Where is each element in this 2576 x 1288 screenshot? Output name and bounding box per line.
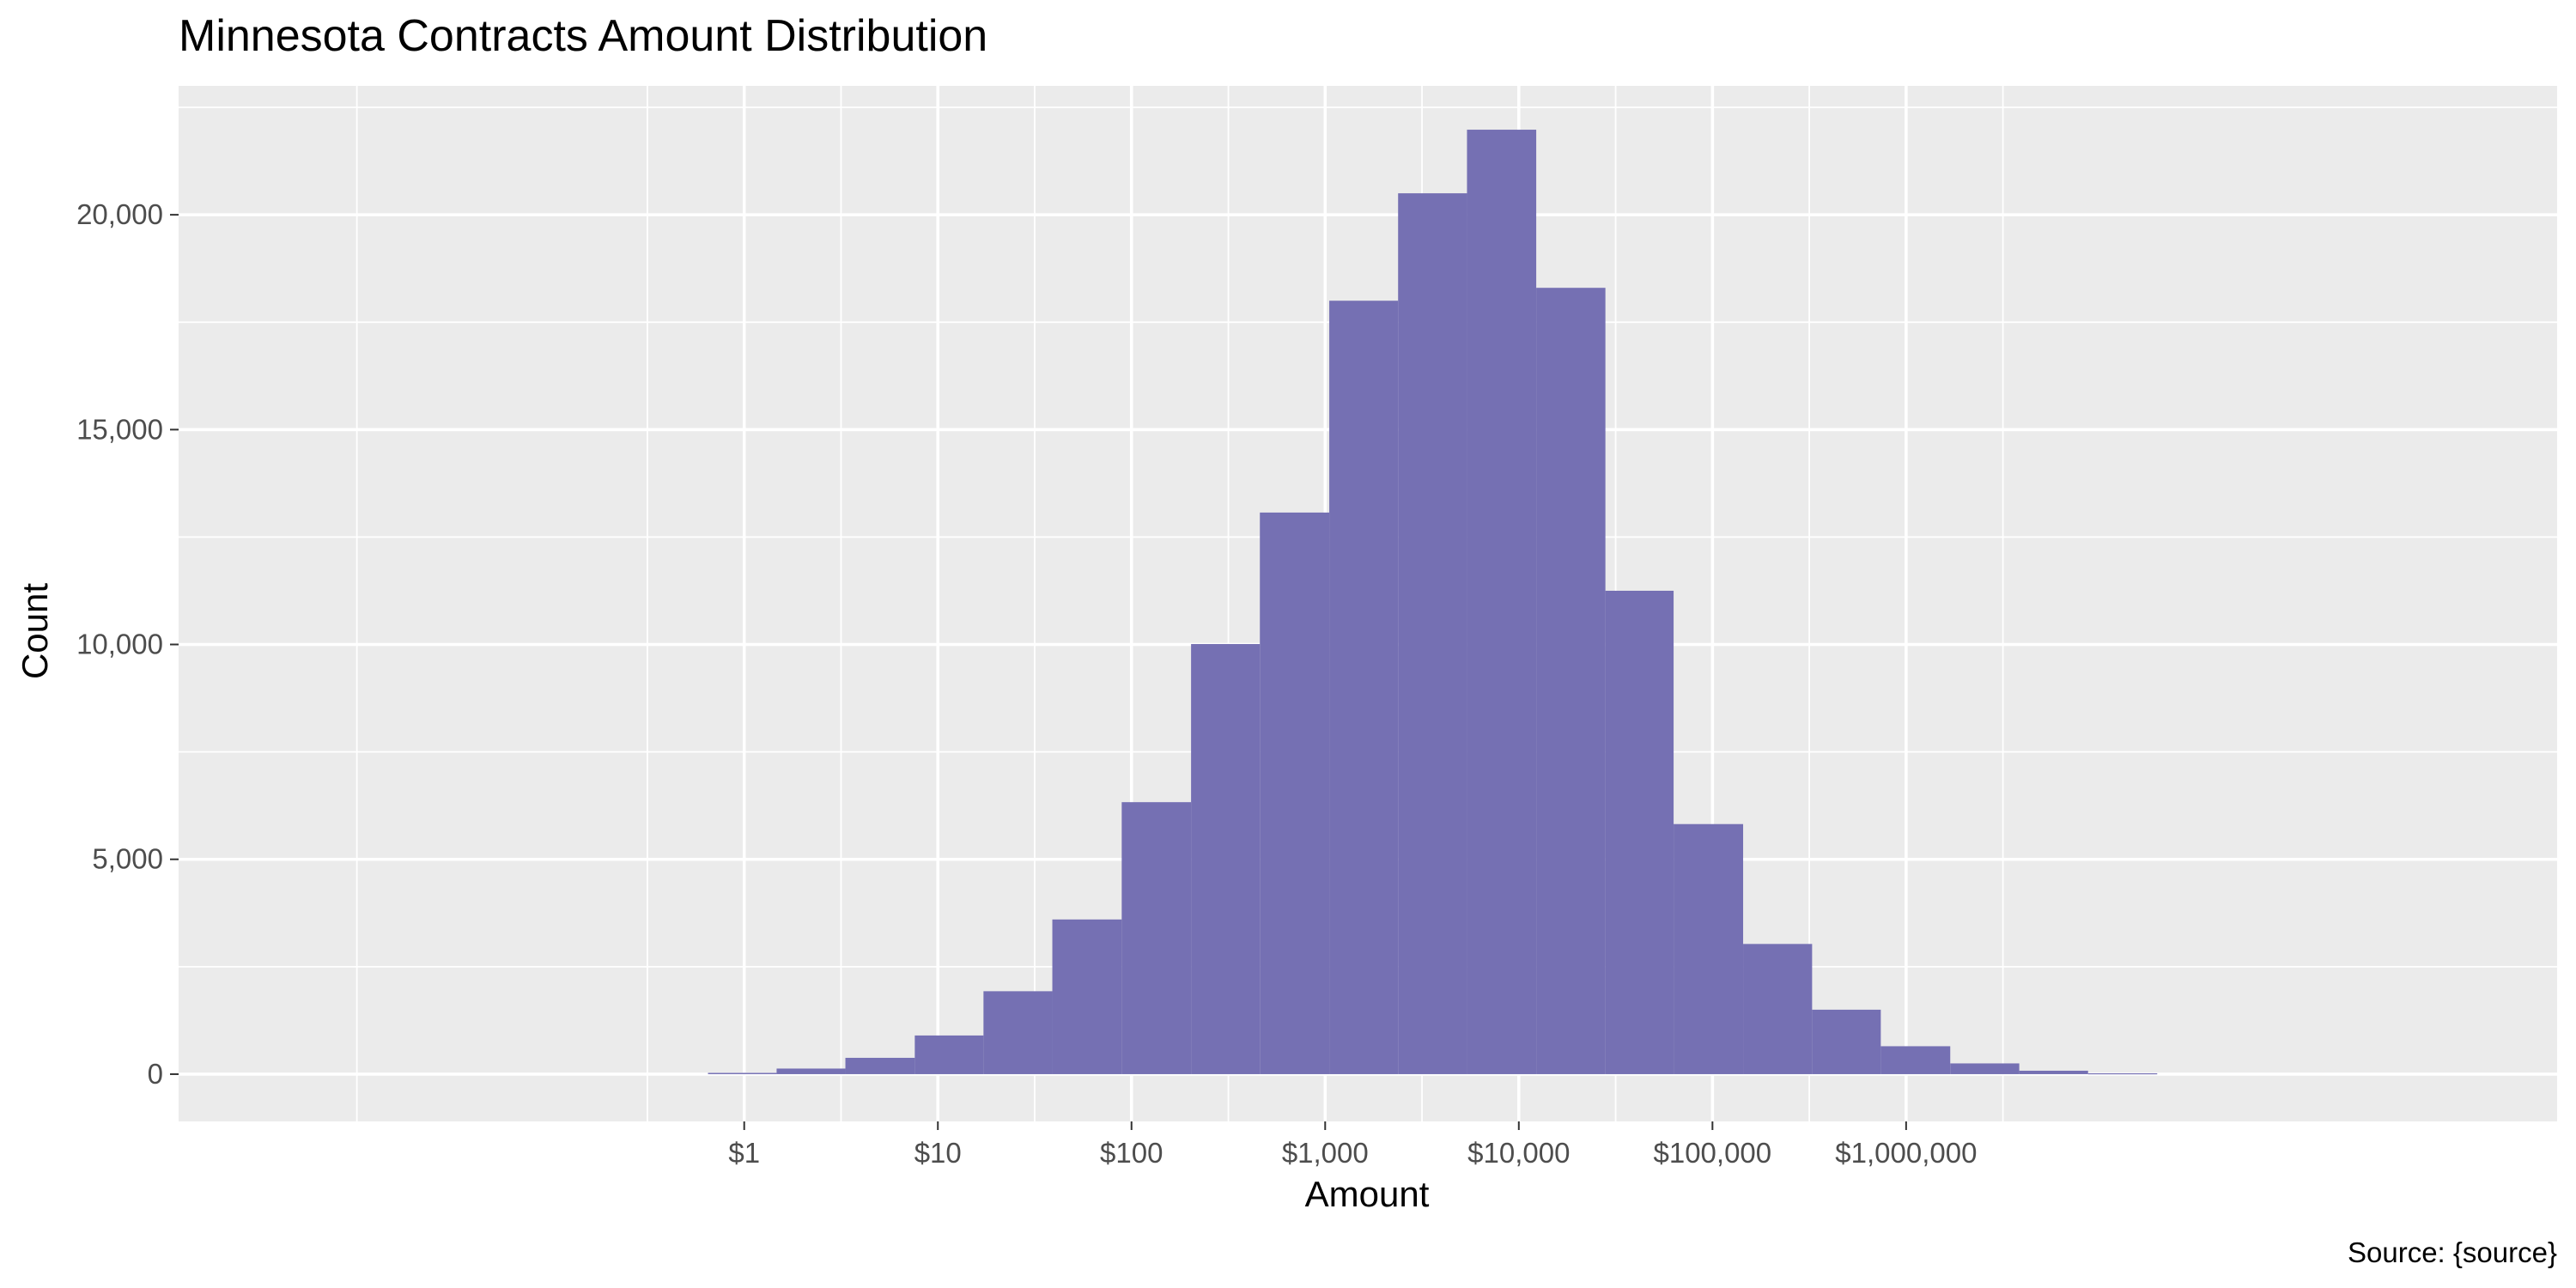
histogram-bar (1329, 301, 1399, 1074)
x-tick-label: $100 (1100, 1137, 1163, 1169)
histogram-bar (1812, 1009, 1881, 1074)
histogram-bar (2019, 1070, 2088, 1074)
histogram-bar (914, 1035, 984, 1074)
histogram-bar (1674, 823, 1744, 1074)
y-tick-label: 15,000 (76, 413, 163, 445)
histogram-bar (1191, 644, 1261, 1074)
x-axis: $1 $10 $100 $1,000 $10,000 $100,000 $1,000,000 (728, 1121, 1977, 1169)
x-tick-label: $1 (728, 1137, 760, 1169)
x-tick-label: $10 (914, 1137, 962, 1169)
histogram-bar (1880, 1046, 1951, 1074)
histogram-bar (1467, 130, 1537, 1074)
y-axis-title: Count (15, 583, 55, 679)
histogram-bar (1260, 512, 1330, 1074)
y-tick-label: 10,000 (76, 629, 163, 660)
y-tick-label: 5,000 (92, 843, 163, 875)
histogram-bar (1950, 1063, 2020, 1074)
histogram-bar (983, 991, 1053, 1074)
x-axis-title: Amount (1305, 1174, 1430, 1214)
histogram-bar (2087, 1072, 2158, 1075)
histogram-bar (776, 1068, 846, 1074)
x-tick-label: $10,000 (1467, 1137, 1570, 1169)
histogram-bar (1743, 944, 1813, 1074)
y-axis: 0 5,000 10,000 15,000 20,000 (76, 198, 179, 1090)
histogram-bars (708, 130, 2158, 1075)
histogram-bar (1121, 802, 1192, 1074)
histogram-bar (1605, 590, 1674, 1074)
x-tick-label: $1,000 (1282, 1137, 1369, 1169)
y-tick-label: 20,000 (76, 198, 163, 230)
x-tick-label: $1,000,000 (1835, 1137, 1977, 1169)
histogram-bar (708, 1072, 777, 1074)
histogram-bar (1052, 919, 1122, 1074)
histogram-bar (1536, 288, 1606, 1074)
y-tick-label: 0 (148, 1058, 163, 1090)
histogram-bar (845, 1057, 915, 1074)
x-tick-label: $100,000 (1654, 1137, 1772, 1169)
source-caption: Source: {source} (2348, 1236, 2557, 1268)
histogram-bar (1398, 193, 1467, 1074)
chart-title: Minnesota Contracts Amount Distribution (179, 11, 987, 61)
